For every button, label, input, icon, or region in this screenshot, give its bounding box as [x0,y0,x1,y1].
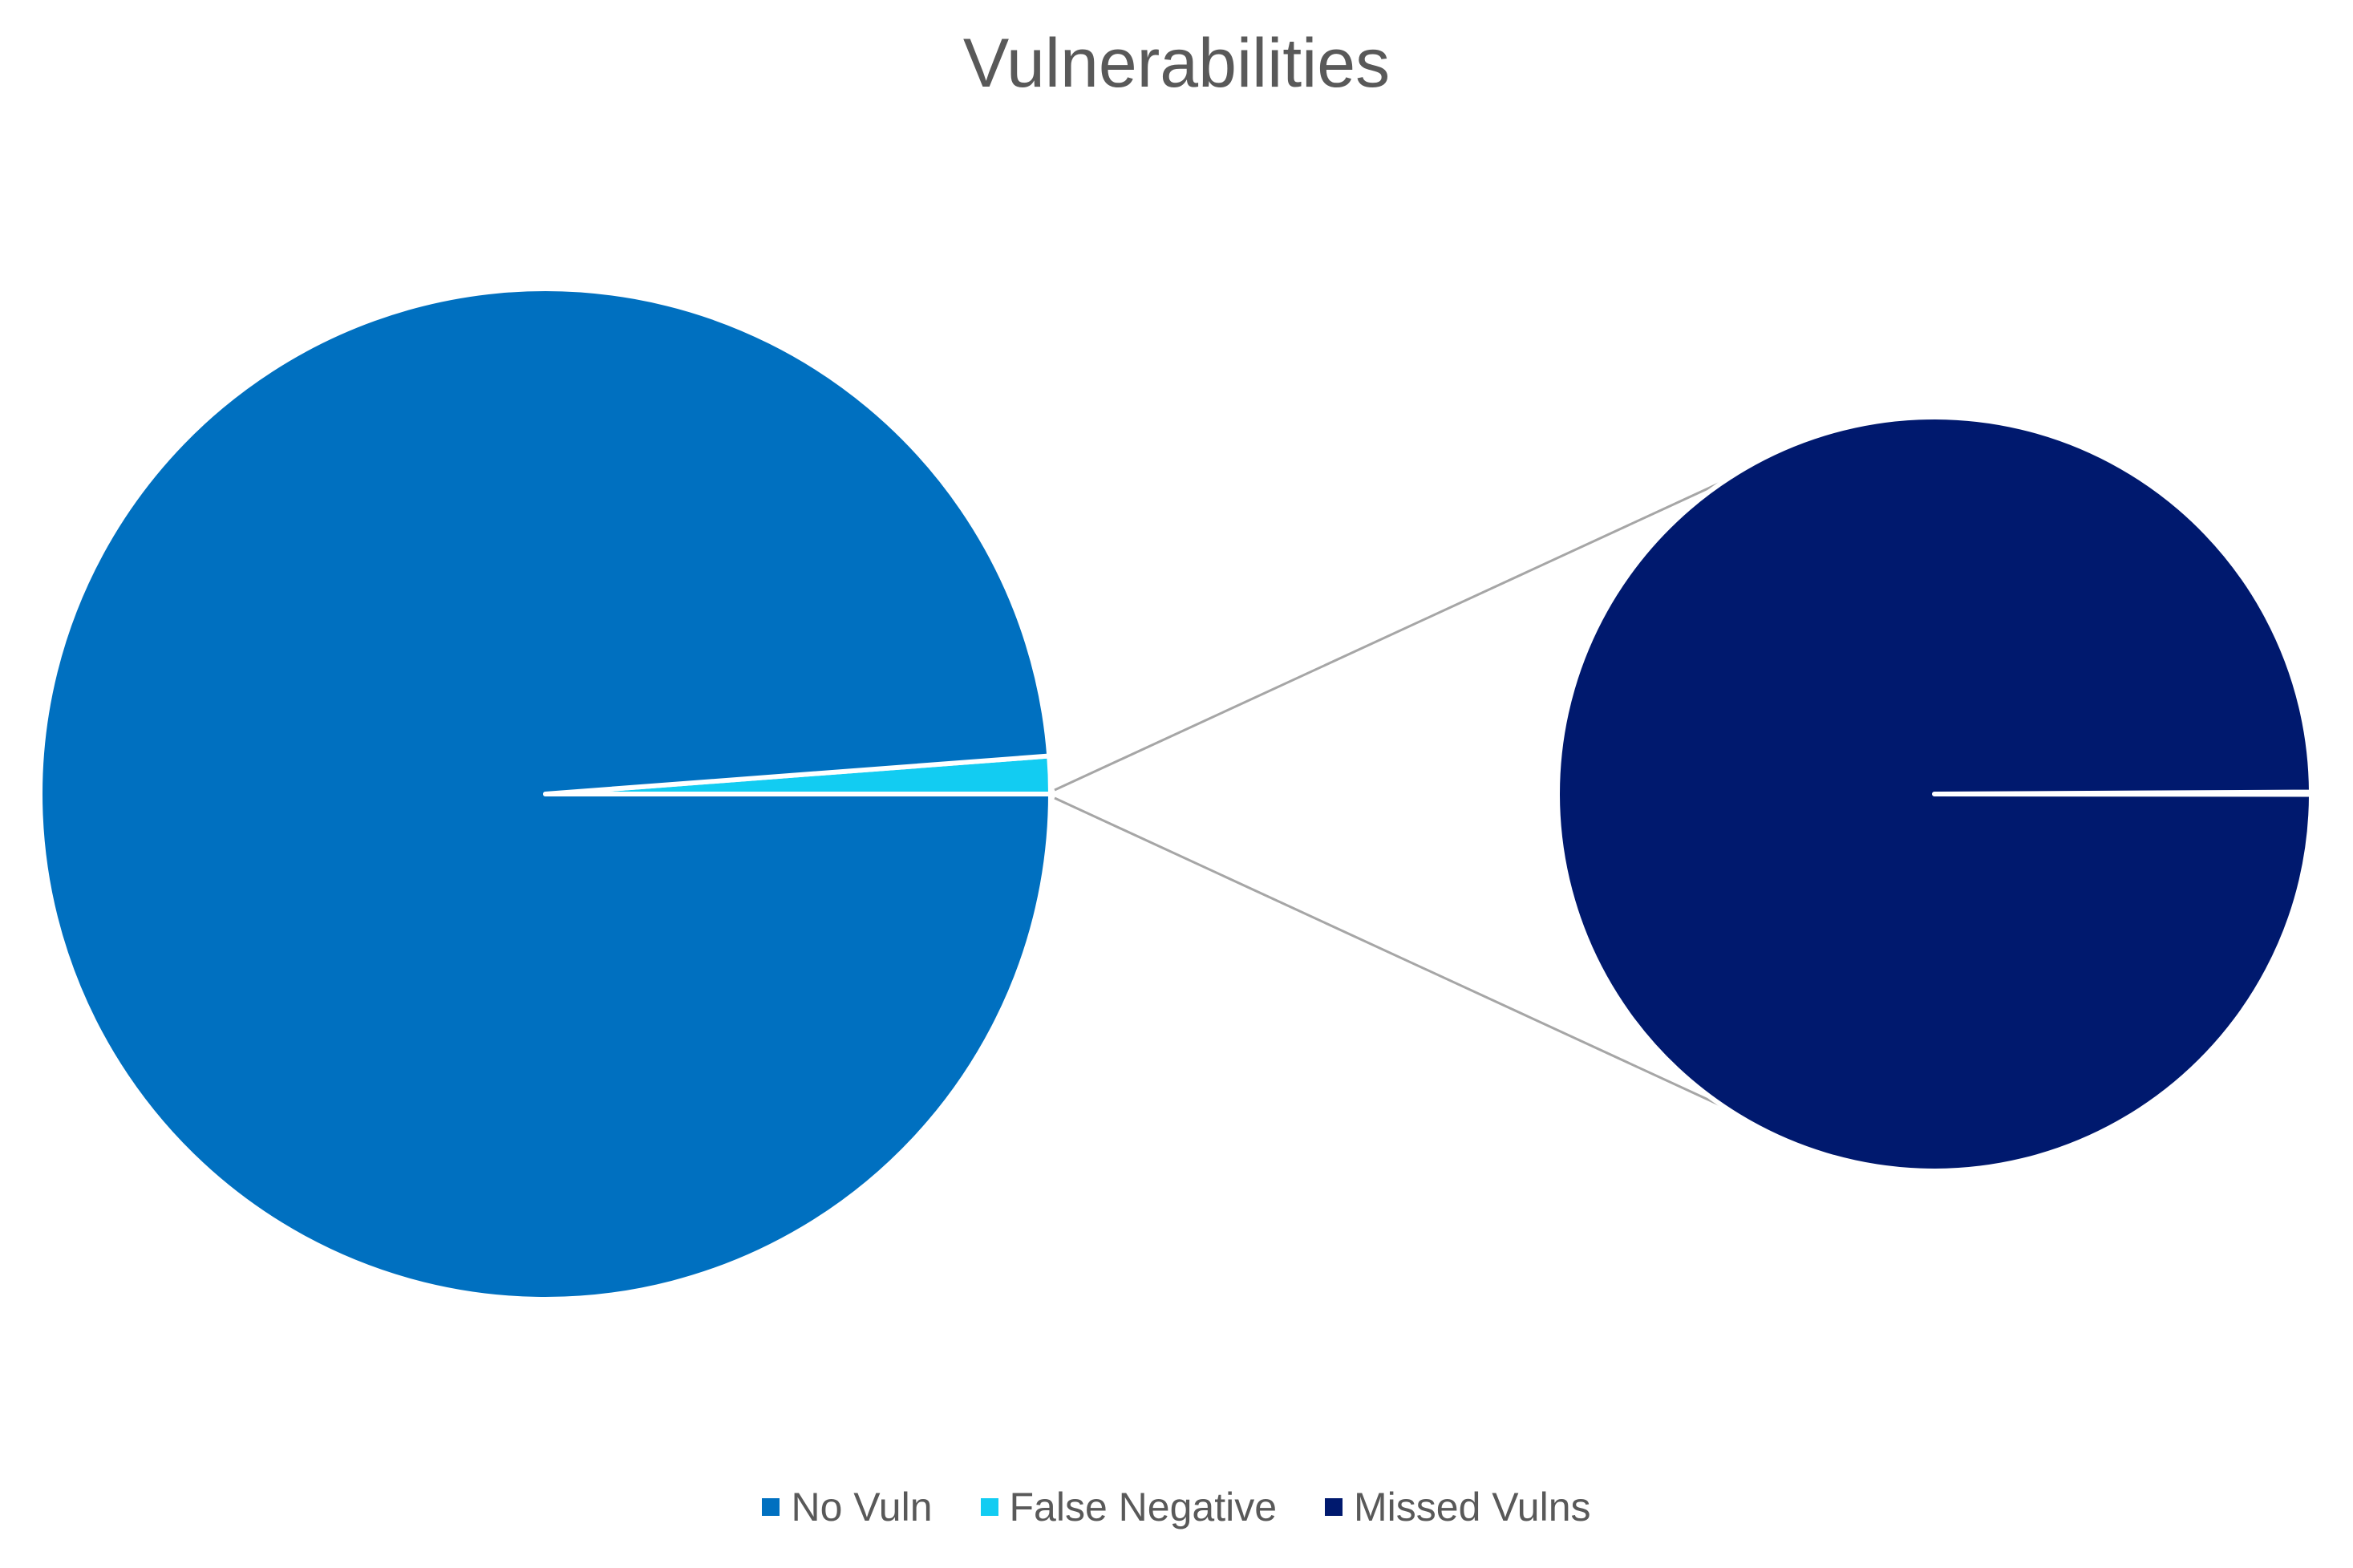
legend-swatch-false-negative [980,1498,998,1516]
legend-swatch-no-vuln [762,1498,780,1516]
legend-item-missed-vulns: Missed Vulns [1325,1484,1591,1530]
main-pie-slice-no-vuln [38,286,1053,1302]
legend-label-false-negative: False Negative [1009,1485,1278,1530]
connector-line-top [1054,461,1766,792]
legend: No Vuln False Negative Missed Vulns [0,1484,2353,1530]
connector-lines [1054,461,1766,1127]
secondary-pie-slice-missed-vulns [1555,415,2314,1174]
legend-item-false-negative: False Negative [980,1484,1278,1530]
legend-swatch-missed-vulns [1325,1498,1343,1516]
legend-label-no-vuln: No Vuln [791,1485,933,1530]
main-pie [38,286,1053,1302]
connector-line-bottom [1054,796,1766,1127]
chart-title: Vulnerabilities [962,25,1391,102]
legend-label-missed-vulns: Missed Vulns [1354,1485,1591,1530]
secondary-pie [1555,415,2314,1174]
legend-item-no-vuln: No Vuln [762,1484,933,1530]
